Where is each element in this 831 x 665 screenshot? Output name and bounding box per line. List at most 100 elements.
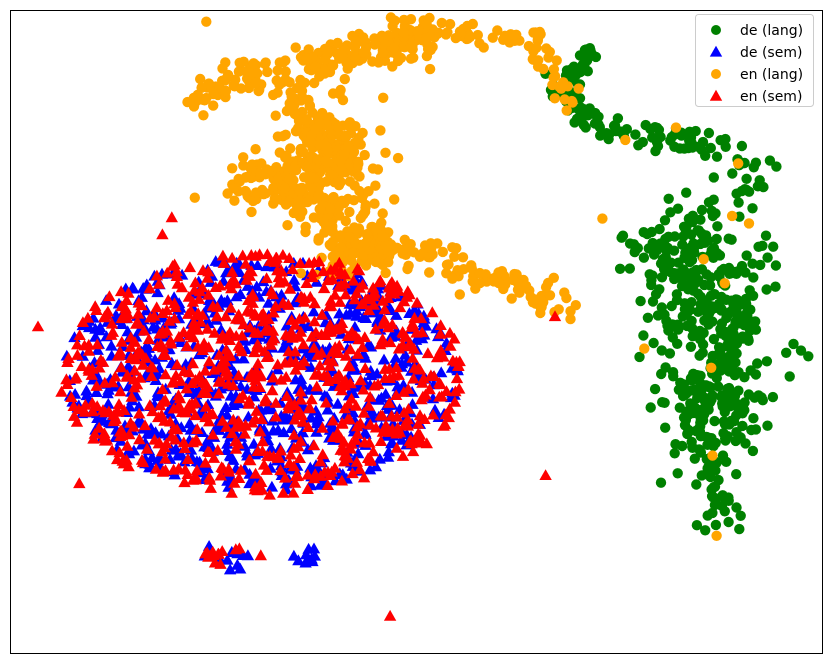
triangle-point-3 — [369, 323, 382, 334]
point-2 — [458, 264, 469, 275]
triangle-point-3 — [167, 402, 180, 414]
point-0 — [703, 319, 714, 330]
triangle-point-3 — [67, 400, 80, 411]
point-0 — [747, 445, 759, 457]
point-2 — [553, 304, 564, 315]
point-2 — [235, 83, 247, 94]
point-2 — [350, 121, 361, 132]
point-2 — [303, 44, 314, 55]
triangle-point-3 — [277, 487, 290, 498]
triangle-point-3 — [354, 374, 367, 386]
triangle-point-1 — [403, 307, 416, 318]
point-0 — [659, 215, 671, 226]
point-2 — [336, 164, 347, 176]
triangle-point-3 — [359, 362, 372, 373]
point-2 — [398, 14, 410, 26]
point-0 — [691, 520, 703, 531]
triangle-point-3 — [279, 371, 293, 382]
point-0 — [693, 225, 704, 236]
triangle-point-1 — [132, 400, 146, 412]
triangle-point-3 — [378, 363, 392, 374]
point-2 — [385, 12, 397, 23]
triangle-point-1 — [312, 410, 325, 422]
point-0 — [770, 260, 782, 271]
point-0 — [649, 383, 661, 395]
point-0 — [661, 315, 672, 327]
triangle-point-1 — [151, 286, 164, 298]
triangle-point-3 — [344, 377, 357, 388]
point-2 — [271, 162, 282, 173]
triangle-point-3 — [376, 425, 390, 437]
triangle-point-3 — [353, 281, 366, 293]
point-2 — [472, 29, 483, 41]
triangle-point-3 — [199, 411, 212, 423]
point-0 — [758, 181, 769, 193]
point-2 — [347, 247, 359, 259]
point-0 — [663, 193, 674, 204]
point-2 — [343, 231, 355, 243]
triangle-point-3 — [220, 421, 233, 432]
triangle-point-1 — [241, 549, 255, 561]
point-0 — [690, 425, 702, 437]
point-0 — [668, 371, 679, 382]
point-2 — [229, 195, 240, 206]
point-2 — [408, 52, 419, 63]
point-0 — [672, 468, 683, 479]
triangle-point-3 — [189, 409, 202, 421]
point-2 — [397, 27, 409, 38]
point-0 — [723, 516, 734, 528]
triangle-point-3 — [139, 352, 153, 363]
triangle-point-3 — [397, 406, 411, 418]
triangle-point-3 — [339, 374, 352, 386]
point-2 — [238, 152, 249, 163]
triangle-point-3 — [267, 306, 280, 318]
plot-frame — [10, 10, 823, 654]
triangle-point-3 — [403, 435, 416, 447]
point-0 — [638, 330, 649, 341]
triangle-point-3 — [421, 347, 435, 359]
triangle-point-3 — [177, 436, 190, 448]
point-0 — [656, 368, 667, 380]
point-0 — [735, 510, 746, 521]
triangle-point-3 — [263, 488, 276, 500]
point-2 — [538, 297, 549, 308]
point-0 — [652, 122, 663, 134]
triangle-point-3 — [316, 448, 329, 460]
triangle-point-1 — [359, 351, 372, 363]
point-0 — [716, 328, 727, 339]
triangle-point-3 — [215, 375, 228, 386]
point-0 — [768, 241, 779, 252]
triangle-point-3 — [179, 406, 193, 418]
triangle-point-3 — [183, 261, 197, 273]
triangle-point-1 — [292, 554, 305, 566]
point-2 — [357, 127, 368, 139]
triangle-point-3 — [162, 294, 175, 305]
triangle-point-3 — [146, 361, 160, 373]
triangle-point-3 — [159, 368, 172, 380]
triangle-point-3 — [438, 418, 452, 430]
point-2 — [299, 77, 310, 89]
triangle-point-3 — [229, 543, 242, 555]
triangle-point-3 — [223, 326, 237, 338]
triangle-point-3 — [131, 316, 144, 328]
point-0 — [727, 168, 738, 179]
triangle-point-3 — [105, 317, 119, 329]
point-0 — [651, 137, 663, 148]
triangle-point-3 — [450, 372, 464, 384]
triangle-point-3 — [324, 321, 337, 333]
point-0 — [788, 338, 799, 350]
point-2 — [272, 87, 283, 98]
triangle-point-3 — [249, 374, 262, 385]
point-0 — [716, 305, 727, 316]
triangle-point-3 — [412, 427, 425, 439]
triangle-point-3 — [260, 272, 273, 284]
triangle-point-3 — [219, 310, 233, 322]
triangle-point-1 — [389, 352, 402, 363]
triangle-point-3 — [321, 479, 334, 490]
triangle-point-3 — [335, 474, 349, 486]
triangle-point-3 — [387, 369, 401, 381]
triangle-point-3 — [254, 549, 267, 561]
point-2 — [711, 530, 722, 541]
point-0 — [770, 281, 781, 292]
triangle-point-3 — [76, 316, 90, 327]
